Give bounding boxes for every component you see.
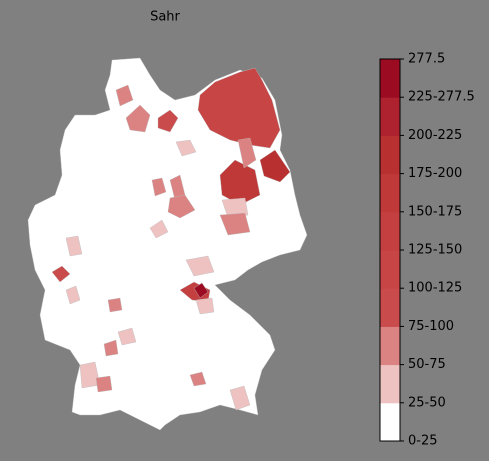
- region: [197, 67, 281, 149]
- colorbar-segment: [380, 211, 400, 251]
- region: [167, 194, 196, 219]
- colorbar-tick-label: 0-25: [408, 434, 438, 449]
- region: [103, 339, 119, 357]
- region: [65, 285, 81, 305]
- region: [107, 297, 123, 313]
- colorbar-tick-label: 200-225: [408, 128, 462, 143]
- colorbar-segment: [380, 326, 400, 366]
- region: [229, 385, 251, 411]
- region: [117, 327, 137, 346]
- colorbar-tick-label: 150-175: [408, 204, 462, 219]
- region: [149, 219, 169, 239]
- region: [65, 235, 83, 257]
- colorbar-tick-label: 277.5: [408, 52, 445, 67]
- colorbar-segment: [380, 288, 400, 327]
- region: [125, 104, 151, 133]
- colorbar-tick-label: 75-100: [408, 319, 454, 334]
- region: [221, 197, 249, 219]
- colorbar-tick-label: 100-125: [408, 281, 462, 296]
- map: [27, 57, 308, 431]
- country-outline: [27, 57, 308, 431]
- colorbar-tick-label: 25-50: [408, 395, 446, 410]
- map-title: Sahr: [150, 10, 180, 25]
- region: [185, 255, 215, 277]
- region: [219, 212, 251, 236]
- colorbar-segment: [380, 250, 400, 289]
- region: [151, 177, 167, 197]
- region: [95, 375, 113, 393]
- colorbar-segment: [380, 97, 400, 136]
- region: [193, 282, 209, 299]
- colorbar-tick-label: 50-75: [408, 357, 446, 372]
- region: [157, 109, 179, 133]
- region: [189, 371, 207, 387]
- colorbar-tick-label: 225-277.5: [408, 90, 475, 105]
- colorbar-tick-label: 175-200: [408, 166, 462, 181]
- region: [237, 137, 257, 169]
- region: [175, 139, 197, 157]
- region: [219, 159, 261, 206]
- colorbar-segment: [380, 364, 400, 404]
- region: [259, 149, 291, 183]
- colorbar-segment: [380, 59, 400, 98]
- colorbar-segment: [380, 135, 400, 175]
- region: [115, 84, 134, 107]
- region: [195, 297, 215, 315]
- colorbar-segment: [380, 173, 400, 213]
- region: [51, 265, 71, 283]
- colorbar: 0-25 25-50 50-75 75-100 100-125 125-150 150-17…: [379, 52, 475, 449]
- colorbar-segment: [380, 402, 400, 442]
- colorbar-tick-label: 125-150: [408, 243, 462, 258]
